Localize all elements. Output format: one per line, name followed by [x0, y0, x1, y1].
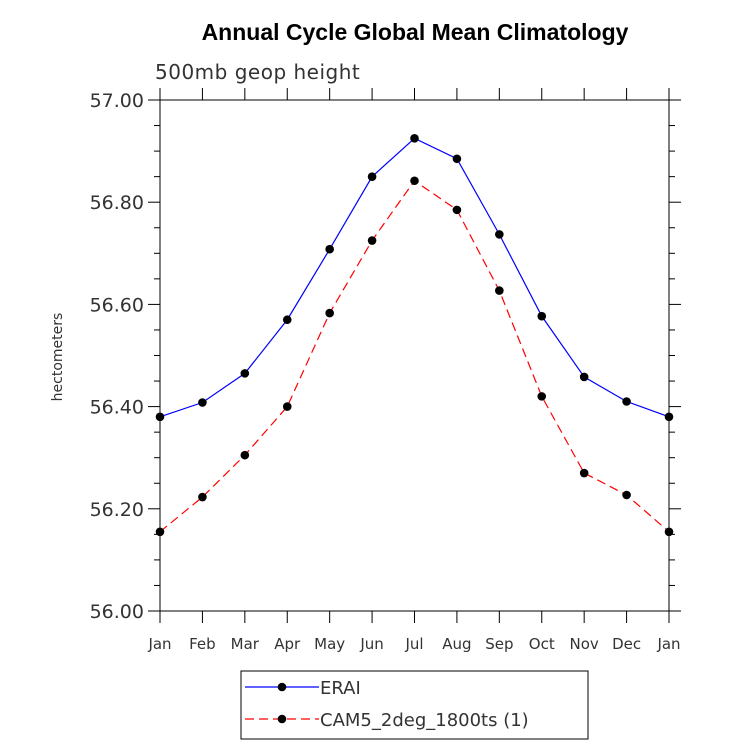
x-tick-label: Oct: [529, 635, 555, 653]
series-2-point: [325, 308, 334, 318]
series-1-point: [198, 398, 207, 407]
legend-marker-1: [277, 682, 287, 692]
legend-label-1: ERAI: [320, 678, 361, 699]
series-1-point: [410, 134, 419, 143]
y-tick-label: 56.20: [90, 499, 144, 521]
series-2-point: [282, 402, 292, 411]
series-2-point: [495, 286, 504, 295]
plot-frame: [159, 99, 670, 612]
x-tick-label: May: [314, 635, 345, 653]
series-2-point: [622, 490, 631, 500]
x-tick-label: Apr: [274, 635, 301, 653]
y-tick-label: 56.80: [90, 192, 144, 214]
legend-label-2: CAM5_2deg_1800ts (1): [320, 710, 529, 731]
y-tick-label: 56.00: [90, 601, 144, 623]
series-layer: [155, 134, 674, 537]
y-axis-label: hectometers: [50, 313, 66, 402]
y-tick-label: 57.00: [90, 90, 144, 112]
series-2-point: [198, 492, 207, 502]
series-2-point: [410, 176, 419, 186]
x-tick-label: Jul: [404, 635, 423, 653]
series-2-point: [240, 450, 250, 460]
chart-title: Annual Cycle Global Mean Climatology: [202, 19, 629, 45]
legend-box: [240, 670, 589, 740]
series-2-point: [537, 392, 547, 401]
x-tick-label: Jun: [359, 635, 383, 653]
x-axis-ticks: Jan Feb Mar Apr May Jun Jul Aug Sep Oct Nov Dec Jan: [147, 88, 681, 653]
y-axis-ticks: 56.00 56.20 56.40 56.60 56.80 57.00: [90, 90, 681, 623]
series-2-point: [579, 468, 589, 478]
chart-subtitle: 500mb geop height: [155, 60, 360, 84]
x-tick-label: Feb: [189, 635, 216, 653]
legend-marker-2: [277, 714, 287, 724]
series-1-point: [495, 230, 504, 239]
series-line-2: [159, 179, 670, 533]
x-tick-label: Mar: [231, 635, 260, 653]
y-tick-label: 56.40: [90, 397, 144, 419]
series-2-point: [452, 205, 462, 215]
x-tick-label: Dec: [612, 635, 641, 653]
legend: ERAI CAM5_2deg_1800ts (1): [240, 670, 589, 740]
minor-ticks: [154, 125, 675, 586]
series-1-point: [579, 372, 589, 382]
x-tick-label: Nov: [570, 635, 599, 653]
series-1-point: [240, 369, 250, 378]
x-tick-label: Aug: [442, 635, 471, 653]
series-2-point: [367, 236, 377, 245]
series-1-point: [325, 244, 334, 254]
series-1-point: [537, 311, 547, 321]
series-1-point: [622, 397, 631, 406]
y-tick-label: 56.60: [90, 294, 144, 316]
series-1-point: [367, 172, 377, 181]
series-1-point: [282, 315, 292, 325]
series-1-point: [452, 154, 462, 164]
x-tick-label: Sep: [485, 635, 513, 653]
x-tick-label: Jan: [147, 635, 171, 653]
x-tick-label: Jan: [656, 635, 680, 653]
